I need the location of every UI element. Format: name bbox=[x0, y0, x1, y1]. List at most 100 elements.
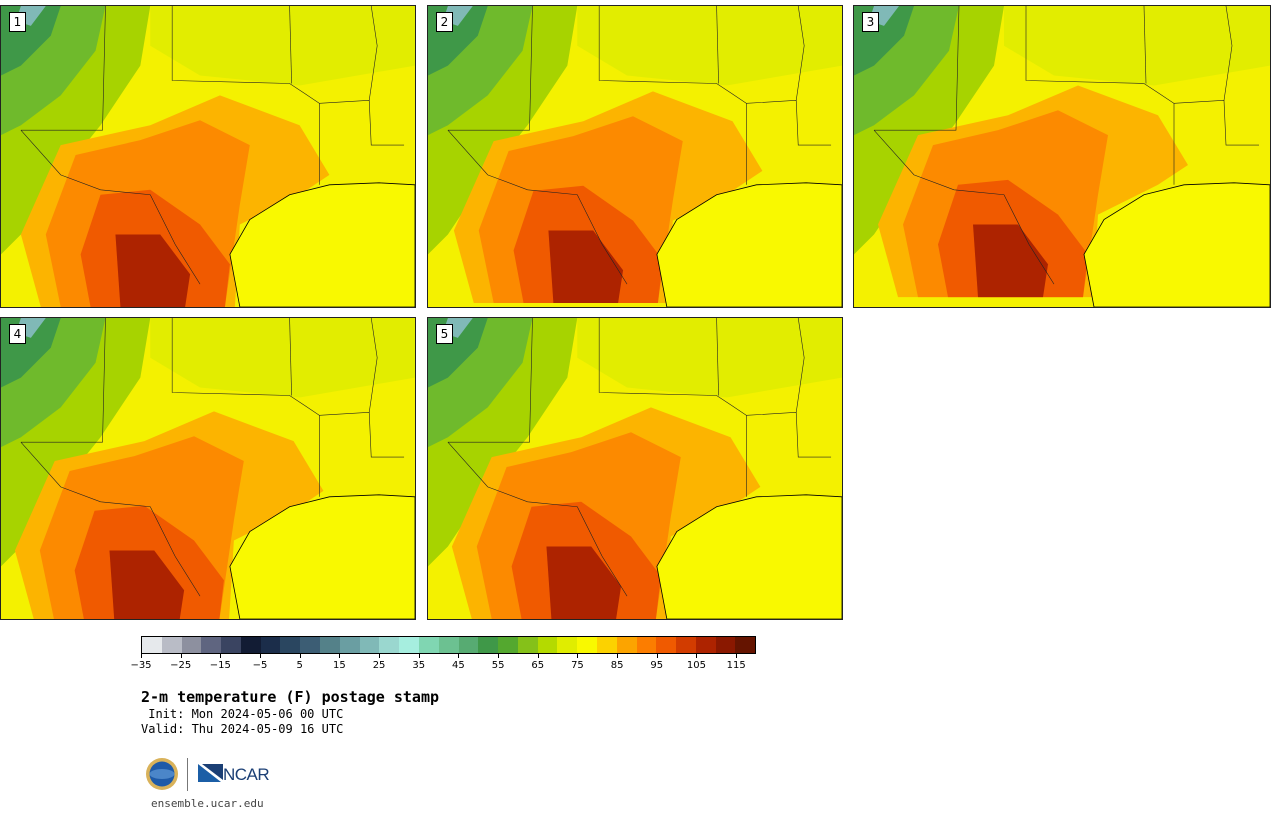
colorbar-tick bbox=[498, 654, 500, 658]
state-boundary bbox=[598, 6, 732, 94]
state-boundary bbox=[368, 6, 378, 101]
state-boundary bbox=[795, 318, 805, 413]
colorbar-swatch bbox=[359, 637, 380, 653]
colorbar-ticks: −35 −25 −15 −5 5 15 25 35 45 55 65 75 85 95 105 115 bbox=[130, 654, 756, 674]
stamp-panel-3: 3 bbox=[853, 5, 1271, 308]
state-boundary bbox=[319, 412, 405, 458]
hottest-region bbox=[546, 546, 622, 619]
hottest-region bbox=[115, 234, 191, 307]
gulf-water bbox=[656, 494, 842, 619]
colorbar-swatch bbox=[577, 637, 597, 653]
colorbar-tick bbox=[696, 654, 698, 658]
colorbar-tick bbox=[141, 654, 142, 658]
colorbar-tick-label: 115 bbox=[726, 660, 746, 671]
state-boundary bbox=[873, 129, 1055, 285]
colorbar-tick bbox=[537, 654, 539, 658]
colorbar-tick-label: 75 bbox=[571, 660, 584, 671]
colorbar-tick bbox=[220, 654, 222, 658]
gulf-water bbox=[656, 182, 842, 307]
state-boundary bbox=[447, 129, 628, 285]
colorbar-tick bbox=[577, 654, 579, 658]
colorbar-swatch bbox=[438, 637, 459, 653]
stamp-panel-5: 5 bbox=[427, 317, 843, 620]
ncar-logo-icon bbox=[198, 764, 223, 782]
state-boundary bbox=[368, 318, 378, 413]
colorbar-tick bbox=[379, 654, 381, 658]
colorbar-tick bbox=[458, 654, 460, 658]
colorbar-swatch bbox=[142, 637, 162, 653]
colorbar-tick-label: 35 bbox=[412, 660, 426, 671]
colorbar-tick-label: 15 bbox=[333, 660, 346, 671]
gulf-water bbox=[229, 182, 415, 307]
colorbar-tick bbox=[260, 654, 262, 658]
colorbar-swatch bbox=[181, 637, 202, 653]
state-boundary bbox=[20, 129, 201, 285]
panel-number-label: 3 bbox=[862, 12, 879, 32]
colorbar-swatch bbox=[260, 637, 281, 653]
hottest-region bbox=[548, 230, 624, 304]
temperature-map-5 bbox=[428, 318, 842, 619]
colorbar-tick bbox=[180, 654, 182, 658]
stamp-panel-1: 1 bbox=[0, 5, 416, 308]
plot-title: 2-m temperature (F) postage stamp bbox=[141, 688, 440, 706]
valid-time: Valid: Thu 2024-05-09 16 UTC bbox=[141, 722, 344, 736]
state-boundary bbox=[289, 318, 292, 396]
colorbar-tick-label: 95 bbox=[650, 660, 664, 671]
gulf-water bbox=[1083, 182, 1270, 307]
state-boundary bbox=[746, 412, 832, 458]
north-region bbox=[577, 6, 842, 86]
state-boundary bbox=[447, 441, 628, 597]
state-boundary bbox=[319, 100, 405, 146]
state-boundary bbox=[171, 318, 305, 406]
colorbar-tick bbox=[617, 654, 619, 658]
colorbar-tick-label: 65 bbox=[531, 660, 545, 671]
panel-number-label: 1 bbox=[9, 12, 26, 32]
init-time: Init: Mon 2024-05-06 00 UTC bbox=[141, 707, 344, 721]
temperature-map-1 bbox=[1, 6, 415, 307]
north-region bbox=[577, 318, 842, 398]
colorbar-swatch bbox=[339, 637, 360, 653]
state-boundary bbox=[20, 6, 106, 131]
state-boundary bbox=[1223, 6, 1233, 101]
colorbar-tick-label: −15 bbox=[209, 660, 231, 671]
state-boundary bbox=[289, 6, 292, 84]
colorbar-swatch bbox=[715, 637, 736, 653]
state-boundary bbox=[795, 6, 805, 101]
colorbar-swatch bbox=[517, 637, 538, 653]
colorbar-tick bbox=[299, 654, 301, 658]
north-region bbox=[1004, 6, 1270, 86]
colorbar-swatch bbox=[399, 637, 419, 653]
colorbar-tick bbox=[339, 654, 341, 658]
state-boundary bbox=[304, 405, 320, 497]
colorbar-swatch bbox=[240, 637, 261, 653]
colorbar-tick-label: −5 bbox=[252, 660, 268, 671]
panel-number-label: 4 bbox=[9, 324, 26, 344]
colorbar-swatch bbox=[498, 637, 518, 653]
logo-divider bbox=[187, 758, 188, 791]
hottest-region bbox=[109, 550, 185, 619]
colorbar-swatch bbox=[636, 637, 657, 653]
state-boundary bbox=[746, 100, 832, 146]
colorbar-swatch bbox=[300, 637, 321, 653]
colorbar-swatch bbox=[221, 637, 241, 653]
colorbar-tick-label: 85 bbox=[610, 660, 624, 671]
state-boundary bbox=[874, 6, 960, 131]
colorbar-tick-label: −25 bbox=[170, 660, 192, 671]
colorbar-swatch bbox=[379, 637, 400, 653]
colorbar-swatch bbox=[695, 637, 716, 653]
colorbar-swatch bbox=[161, 637, 182, 653]
colorbar-tick-label: 5 bbox=[296, 660, 303, 671]
panel-number-label: 5 bbox=[436, 324, 453, 344]
state-boundary bbox=[447, 318, 533, 443]
state-boundary bbox=[171, 6, 305, 94]
state-boundary bbox=[731, 405, 747, 497]
site-url: ensemble.ucar.edu bbox=[151, 797, 264, 810]
colorbar-tick bbox=[418, 654, 420, 658]
temperature-map-2 bbox=[428, 6, 842, 307]
panel-number-label: 2 bbox=[436, 12, 453, 32]
north-region bbox=[150, 318, 415, 398]
colorbar-swatch bbox=[458, 637, 479, 653]
temperature-map-4 bbox=[1, 318, 415, 619]
state-boundary bbox=[447, 6, 533, 131]
colorbar-tick-label: 105 bbox=[686, 660, 707, 671]
